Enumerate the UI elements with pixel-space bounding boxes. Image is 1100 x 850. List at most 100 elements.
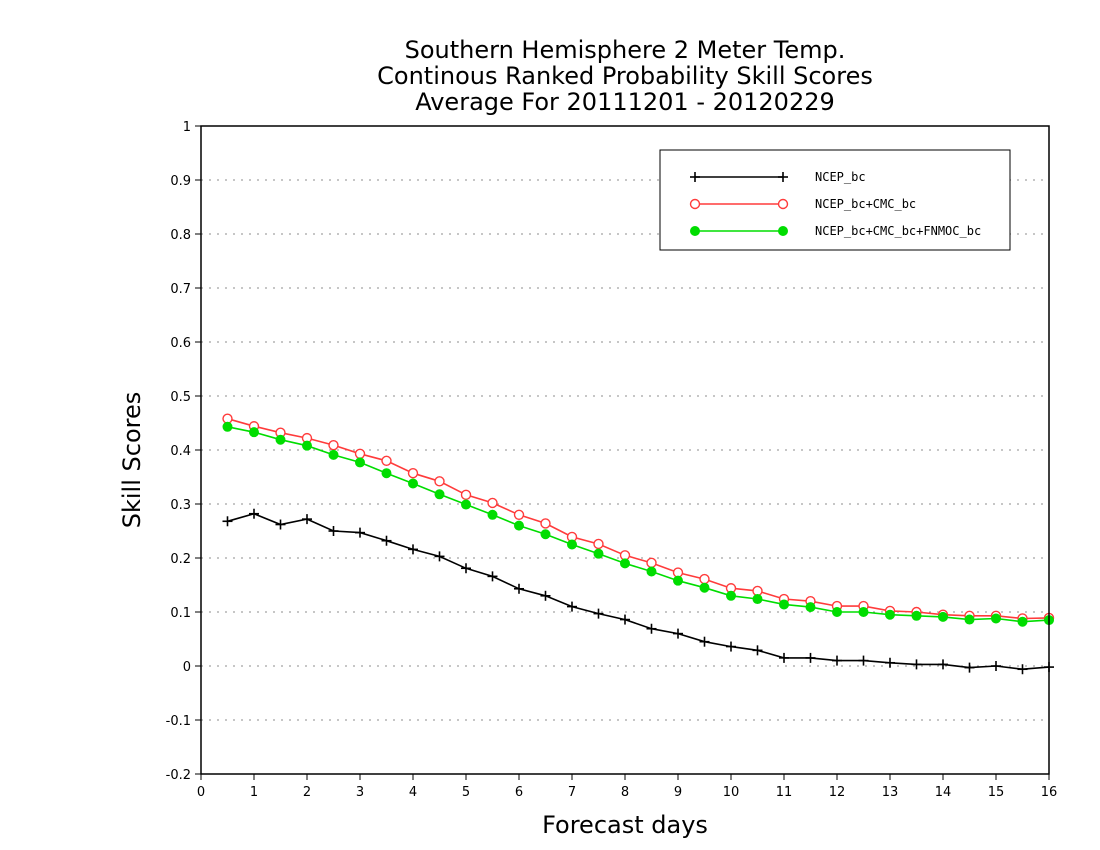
y-tick-label: 0.3 [170,498,191,513]
y-tick-label: 0.4 [170,444,191,459]
y-tick-label: 0.2 [170,552,191,567]
y-tick-label: 0.1 [170,606,191,621]
x-tick-label: 13 [882,785,899,800]
data-point [858,655,869,666]
data-point [222,516,233,527]
data-point [381,535,392,546]
data-point [567,601,577,612]
data-point [805,602,816,613]
data-point [991,661,1001,671]
data-point [779,652,789,663]
legend-label: NCEP_bc [815,170,866,184]
data-point [408,478,418,489]
data-point [911,610,922,621]
gridlines [201,179,1049,721]
axis-ticks: -0.2-0.100.10.20.30.40.50.60.70.80.910 1 2… [166,120,1058,800]
data-point [434,489,445,500]
data-point [434,551,445,562]
data-point [805,652,816,663]
data-point [673,575,683,586]
data-point [487,509,498,520]
data-point [275,519,286,530]
data-point [328,526,339,536]
data-point [964,662,975,673]
data-point [964,614,975,625]
data-point [991,613,1001,624]
series-line [227,417,1050,620]
data-point [832,655,842,666]
legend-marker [778,226,788,236]
x-axis-title: Forecast days [542,811,708,839]
series-line [227,512,1050,671]
data-point [461,499,471,510]
data-point [249,508,259,519]
data-point [540,529,551,540]
data-point [408,544,418,555]
chart-title-line-3: Average For 20111201 - 20120229 [415,88,835,116]
data-point [381,455,392,466]
data-point [779,599,789,610]
legend-marker [690,226,700,236]
data-point [752,594,763,605]
data-point [938,611,948,622]
data-point [487,571,498,582]
data-point [885,657,895,668]
legend-label: NCEP_bc+CMC_bc [815,197,916,211]
data-point [514,520,524,531]
data-point [593,538,604,550]
data-point [832,607,842,617]
data-point [540,518,551,529]
x-tick-label: 0 [197,785,205,800]
data-point [328,439,339,451]
chart-title-line-2: Continous Ranked Probability Skill Score… [377,62,873,90]
data-point [858,607,869,617]
series-1 [222,508,1054,675]
data-point [487,497,498,509]
y-tick-label: 0.6 [170,336,191,351]
y-tick-label: 0 [183,660,191,675]
legend-box [659,149,1011,251]
data-point [726,641,736,652]
y-tick-label: -0.1 [166,714,191,729]
x-tick-label: 15 [988,785,1005,800]
data-point [355,527,365,538]
data-point [593,548,604,559]
x-tick-label: 11 [776,785,793,800]
data-series [222,413,1055,675]
data-point [699,636,710,647]
legend-entry: NCEP_bc [690,170,866,184]
data-point [593,608,604,619]
x-tick-label: 14 [935,785,952,800]
x-tick-label: 10 [723,785,740,800]
data-point [249,427,259,438]
legend-marker [689,198,701,210]
data-point [514,583,524,594]
y-axis-title: Skill Scores [118,392,146,529]
data-point [911,659,922,670]
x-tick-label: 8 [621,785,629,800]
data-point [646,557,657,569]
data-point [1017,616,1028,627]
data-point [752,645,763,656]
legend-entry: NCEP_bc+CMC_bc [689,197,916,211]
data-point [275,434,286,445]
y-tick-label: 0.9 [170,174,191,189]
data-point [302,440,312,451]
data-point [434,476,445,487]
chart-title-line-1: Southern Hemisphere 2 Meter Temp. [405,36,846,64]
x-tick-label: 12 [829,785,846,800]
x-tick-label: 4 [409,785,417,800]
data-point [222,421,233,432]
x-tick-label: 16 [1041,785,1058,800]
x-tick-label: 2 [303,785,311,800]
y-tick-label: -0.2 [166,768,191,783]
data-point [646,623,657,634]
x-tick-label: 1 [250,785,258,800]
data-point [726,590,736,601]
data-point [885,609,895,620]
data-point [513,509,525,520]
legend-entry: NCEP_bc+CMC_bc+FNMOC_bc [690,224,981,238]
y-tick-label: 0.8 [170,228,191,243]
data-point [567,539,577,550]
